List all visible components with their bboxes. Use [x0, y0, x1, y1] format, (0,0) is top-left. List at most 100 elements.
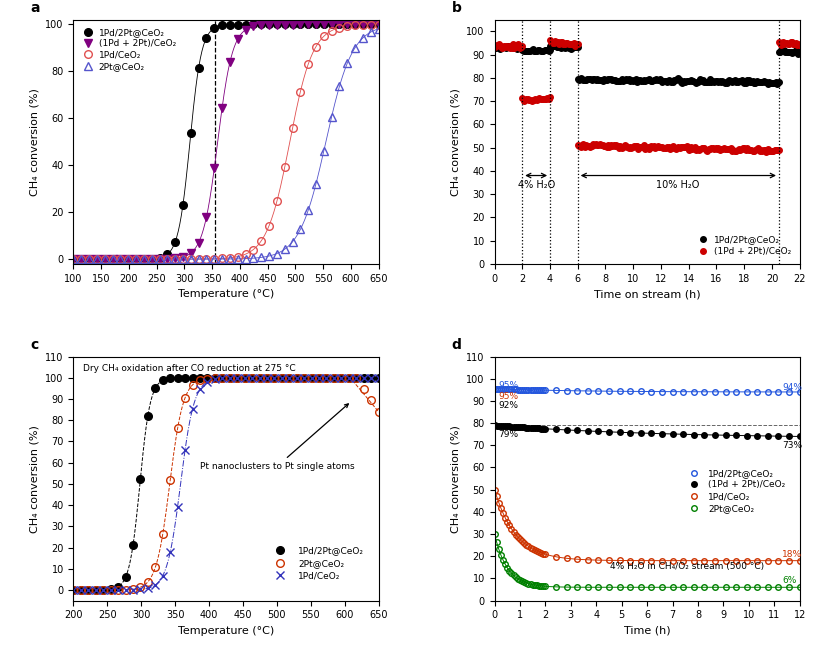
1Pd/2Pt@CeO₂ — [83, 586, 93, 594]
(1Pd + 2Pt)/CeO₂ — [490, 421, 499, 429]
2Pt@CeO₂ — [299, 374, 309, 381]
Legend: 1Pd/2Pt@CeO₂, (1Pd + 2Pt)/CeO₂, 1Pd/CeO₂, 2Pt@CeO₂: 1Pd/2Pt@CeO₂, (1Pd + 2Pt)/CeO₂, 1Pd/CeO₂… — [78, 24, 180, 75]
(1Pd + 2Pt)/CeO₂ — [763, 432, 773, 440]
1Pd/2Pt@CeO₂ — [287, 20, 297, 28]
2Pt@CeO₂ — [742, 583, 752, 591]
1Pd/2Pt@CeO₂ — [591, 76, 601, 84]
1Pd/2Pt@CeO₂ — [307, 374, 317, 381]
2Pt@CeO₂ — [69, 586, 78, 594]
1Pd/CeO₂ — [593, 556, 603, 564]
1Pd/CeO₂ — [752, 556, 762, 564]
1Pd/CeO₂ — [188, 405, 197, 413]
(1Pd + 2Pt)/CeO₂ — [507, 422, 517, 430]
(1Pd + 2Pt)/CeO₂ — [636, 429, 645, 437]
2Pt@CeO₂ — [319, 147, 329, 155]
2Pt@CeO₂ — [292, 374, 302, 381]
1Pd/2Pt@CeO₂ — [678, 387, 688, 395]
Text: 73%: 73% — [782, 441, 802, 450]
2Pt@CeO₂ — [193, 255, 203, 263]
2Pt@CeO₂ — [540, 582, 550, 590]
1Pd/2Pt@CeO₂ — [319, 20, 329, 28]
(1Pd + 2Pt)/CeO₂ — [84, 255, 94, 263]
1Pd/2Pt@CeO₂ — [366, 374, 376, 381]
1Pd/CeO₂ — [667, 556, 677, 564]
1Pd/2Pt@CeO₂ — [494, 385, 503, 393]
1Pd/CeO₂ — [186, 255, 196, 263]
1Pd/2Pt@CeO₂ — [69, 255, 78, 263]
(1Pd + 2Pt)/CeO₂ — [528, 424, 538, 432]
1Pd/2Pt@CeO₂ — [84, 255, 94, 263]
2Pt@CeO₂ — [108, 255, 118, 263]
Line: (1Pd + 2Pt)/CeO₂: (1Pd + 2Pt)/CeO₂ — [492, 38, 802, 154]
2Pt@CeO₂ — [123, 255, 133, 263]
1Pd/CeO₂ — [241, 250, 251, 258]
(1Pd + 2Pt)/CeO₂ — [667, 430, 677, 438]
(1Pd + 2Pt)/CeO₂ — [350, 20, 360, 28]
(1Pd + 2Pt)/CeO₂ — [186, 249, 196, 257]
1Pd/CeO₂ — [195, 385, 205, 393]
(1Pd + 2Pt)/CeO₂ — [210, 164, 220, 172]
1Pd/CeO₂ — [336, 374, 346, 381]
1Pd/CeO₂ — [128, 586, 138, 594]
1Pd/CeO₂ — [511, 531, 521, 539]
(1Pd + 2Pt)/CeO₂ — [492, 422, 502, 430]
1Pd/CeO₂ — [269, 374, 279, 381]
1Pd/CeO₂ — [572, 555, 582, 563]
Line: 1Pd/CeO₂: 1Pd/CeO₂ — [492, 487, 802, 564]
1Pd/CeO₂ — [536, 549, 546, 557]
1Pd/2Pt@CeO₂ — [752, 388, 762, 396]
(1Pd + 2Pt)/CeO₂ — [287, 20, 297, 28]
1Pd/CeO₂ — [180, 446, 190, 454]
(1Pd + 2Pt)/CeO₂ — [249, 22, 259, 30]
1Pd/2Pt@CeO₂ — [171, 238, 180, 246]
2Pt@CeO₂ — [524, 579, 534, 587]
1Pd/2Pt@CeO₂ — [217, 374, 227, 381]
2Pt@CeO₂ — [350, 44, 360, 51]
2Pt@CeO₂ — [217, 255, 227, 263]
1Pd/CeO₂ — [366, 20, 375, 28]
1Pd/CeO₂ — [217, 374, 227, 382]
1Pd/CeO₂ — [539, 550, 548, 558]
1Pd/2Pt@CeO₂ — [210, 374, 220, 381]
(1Pd + 2Pt)/CeO₂ — [154, 255, 164, 263]
1Pd/2Pt@CeO₂ — [490, 385, 499, 393]
(1Pd + 2Pt)/CeO₂ — [545, 36, 555, 44]
(1Pd + 2Pt)/CeO₂ — [784, 432, 794, 440]
1Pd/2Pt@CeO₂ — [539, 386, 548, 394]
1Pd/CeO₂ — [77, 255, 86, 263]
Line: 2Pt@CeO₂: 2Pt@CeO₂ — [69, 374, 383, 594]
1Pd/CeO₂ — [131, 255, 141, 263]
1Pd/CeO₂ — [233, 374, 242, 381]
1Pd/CeO₂ — [742, 556, 752, 564]
1Pd/2Pt@CeO₂ — [113, 583, 123, 591]
(1Pd + 2Pt)/CeO₂ — [530, 424, 539, 432]
1Pd/2Pt@CeO₂ — [269, 374, 279, 381]
1Pd/2Pt@CeO₂ — [157, 376, 167, 384]
1Pd/2Pt@CeO₂ — [528, 386, 538, 394]
2Pt@CeO₂ — [100, 255, 109, 263]
Text: 18%: 18% — [782, 550, 802, 558]
1Pd/CeO₂ — [299, 374, 309, 381]
1Pd/CeO₂ — [247, 374, 257, 381]
(1Pd + 2Pt)/CeO₂ — [583, 427, 592, 435]
1Pd/CeO₂ — [352, 374, 361, 381]
X-axis label: Temperature (°C): Temperature (°C) — [178, 289, 274, 299]
1Pd/2Pt@CeO₂ — [178, 201, 188, 209]
1Pd/2Pt@CeO₂ — [625, 387, 635, 395]
(1Pd + 2Pt)/CeO₂ — [521, 424, 531, 432]
1Pd/CeO₂ — [225, 374, 235, 382]
1Pd/2Pt@CeO₂ — [166, 374, 175, 382]
2Pt@CeO₂ — [217, 374, 227, 382]
1Pd/2Pt@CeO₂ — [100, 255, 109, 263]
1Pd/CeO₂ — [171, 255, 180, 263]
2Pt@CeO₂ — [536, 582, 546, 590]
2Pt@CeO₂ — [528, 581, 538, 589]
(1Pd + 2Pt)/CeO₂ — [496, 422, 506, 430]
1Pd/2Pt@CeO₂ — [519, 385, 529, 393]
2Pt@CeO₂ — [131, 255, 141, 263]
1Pd/CeO₂ — [492, 492, 502, 500]
1Pd/2Pt@CeO₂ — [292, 374, 302, 381]
2Pt@CeO₂ — [262, 374, 272, 381]
(1Pd + 2Pt)/CeO₂ — [272, 20, 282, 28]
2Pt@CeO₂ — [233, 374, 242, 381]
